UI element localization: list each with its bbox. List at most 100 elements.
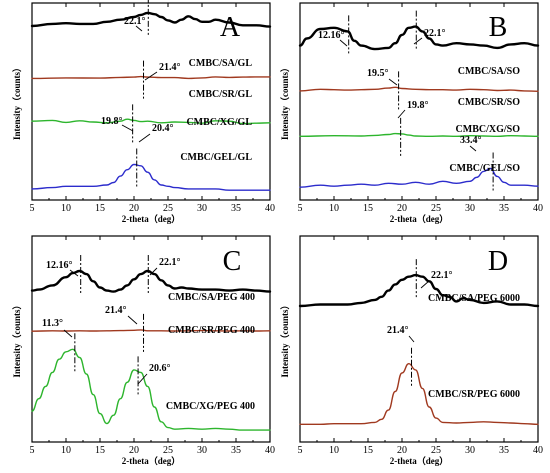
x-tick-label: 20 [129, 445, 139, 456]
panel-letter: C [223, 246, 242, 277]
peak-pointer [127, 315, 138, 325]
peak-label: 12.16° [46, 260, 73, 271]
panel-c: 5 10 15 20 25 30 35 40 2-theta（deg） Intensity（cou… [12, 235, 275, 466]
peak-label: 22.1° [124, 16, 146, 27]
panel-letter: A [220, 12, 241, 43]
series-label: CMBC/XG/SO [456, 124, 521, 135]
x-tick-label: 40 [265, 445, 275, 456]
x-tick-label: 25 [163, 445, 173, 456]
peak-label: 12.16° [318, 30, 345, 41]
peak-label: 19.5° [367, 68, 389, 79]
x-tick-label: 5 [298, 203, 303, 214]
x-tick-label: 10 [329, 445, 339, 456]
peak-pointer [413, 37, 423, 45]
series-label: CMBC/GEL/GL [180, 152, 252, 163]
peak-pointer [138, 133, 151, 143]
series-label: CMBC/SR/GL [189, 89, 253, 100]
x-axis: 5 10 15 20 25 30 35 40 [298, 3, 543, 214]
x-tick-label: 30 [197, 203, 207, 214]
x-axis: 5 10 15 20 25 30 35 40 [30, 3, 275, 214]
series-line [31, 329, 271, 332]
x-tick-label: 20 [397, 203, 407, 214]
x-axis-title: 2-theta（deg） [122, 214, 181, 224]
x-tick-label: 35 [231, 445, 241, 456]
series-label: CMBC/SA/GL [189, 58, 253, 69]
x-tick-label: 25 [431, 445, 441, 456]
x-axis: 5 10 15 20 25 30 35 40 [30, 236, 275, 456]
peak-label: 33.4° [460, 135, 482, 146]
y-axis-title: Intensity（counts） [12, 63, 22, 140]
series-line [299, 363, 539, 426]
peak-pointer [408, 335, 415, 343]
series-line [299, 167, 539, 188]
x-axis-title: 2-theta（deg） [390, 214, 449, 224]
x-tick-label: 15 [95, 445, 105, 456]
peak-pointer [121, 124, 134, 132]
peak-label: 21.4° [159, 62, 181, 73]
series-label: CMBC/SA/PEG 6000 [428, 293, 520, 304]
x-tick-label: 5 [298, 445, 303, 456]
series-line [31, 163, 271, 191]
series-label: CMBC/XG/PEG 400 [166, 401, 255, 412]
x-tick-label: 30 [465, 203, 475, 214]
series-label: CMBC/SA/PEG 400 [168, 292, 255, 303]
x-tick-label: 10 [329, 203, 339, 214]
series-label: CMBC/GEL/SO [449, 163, 520, 174]
series-label: CMBC/XG/GL [186, 117, 252, 128]
x-tick-label: 20 [397, 445, 407, 456]
x-tick-label: 40 [265, 203, 275, 214]
series-line [31, 75, 271, 80]
panel-a: 5 10 15 20 25 30 35 40 2-theta（deg） Intensity（cou… [12, 0, 275, 224]
y-axis-title: Intensity（counts） [280, 63, 290, 140]
peak-label: 22.1° [424, 28, 446, 39]
x-axis: 5 10 15 20 25 30 35 40 [298, 236, 543, 456]
x-axis-title: 2-theta（deg） [122, 456, 181, 466]
peak-pointer [469, 145, 477, 152]
x-tick-label: 25 [431, 203, 441, 214]
x-tick-label: 35 [499, 445, 509, 456]
x-tick-label: 35 [499, 203, 509, 214]
peak-pointer [135, 25, 143, 32]
panel-d: 5 10 15 20 25 30 35 40 2-theta（deg） Intensity（cou… [280, 235, 543, 466]
x-tick-label: 25 [163, 203, 173, 214]
peak-label: 19.8° [407, 100, 429, 111]
series-line [31, 118, 271, 125]
series-line [299, 132, 539, 137]
peak-pointer [388, 78, 398, 86]
peak-label: 21.4° [105, 305, 127, 316]
series-label: CMBC/SR/PEG 6000 [428, 389, 520, 400]
series-line [298, 273, 540, 308]
peak-label: 22.1° [431, 270, 453, 281]
series-line [30, 269, 272, 293]
peak-pointer [149, 267, 158, 276]
x-axis-title: 2-theta（deg） [390, 456, 449, 466]
x-tick-label: 30 [197, 445, 207, 456]
panel-b: 5 10 15 20 25 30 35 40 2-theta（deg） Intensity（cou… [280, 2, 543, 224]
x-tick-label: 30 [465, 445, 475, 456]
x-tick-label: 20 [129, 203, 139, 214]
peak-label: 20.4° [152, 123, 174, 134]
x-tick-label: 40 [533, 445, 543, 456]
series-line [298, 25, 540, 51]
series-label: CMBC/SR/PEG 400 [168, 325, 255, 336]
peak-pointer [69, 269, 79, 277]
series-line [299, 86, 539, 92]
panel-letter: D [488, 246, 508, 277]
peak-pointer [420, 280, 430, 289]
peak-pointer [397, 109, 406, 119]
peak-label: 20.6° [149, 363, 171, 374]
peak-label: 21.4° [387, 325, 409, 336]
x-tick-label: 10 [61, 445, 71, 456]
peak-pointer [137, 373, 148, 385]
panel-letter: B [489, 12, 508, 43]
x-tick-label: 5 [30, 445, 35, 456]
series-label: CMBC/SA/SO [458, 66, 520, 77]
x-tick-label: 35 [231, 203, 241, 214]
peak-pointer [144, 71, 158, 81]
peak-label: 11.3° [42, 318, 63, 329]
y-axis-title: Intensity（counts） [280, 300, 290, 377]
x-tick-label: 15 [363, 203, 373, 214]
series-label: CMBC/SR/SO [458, 97, 520, 108]
x-tick-label: 40 [533, 203, 543, 214]
